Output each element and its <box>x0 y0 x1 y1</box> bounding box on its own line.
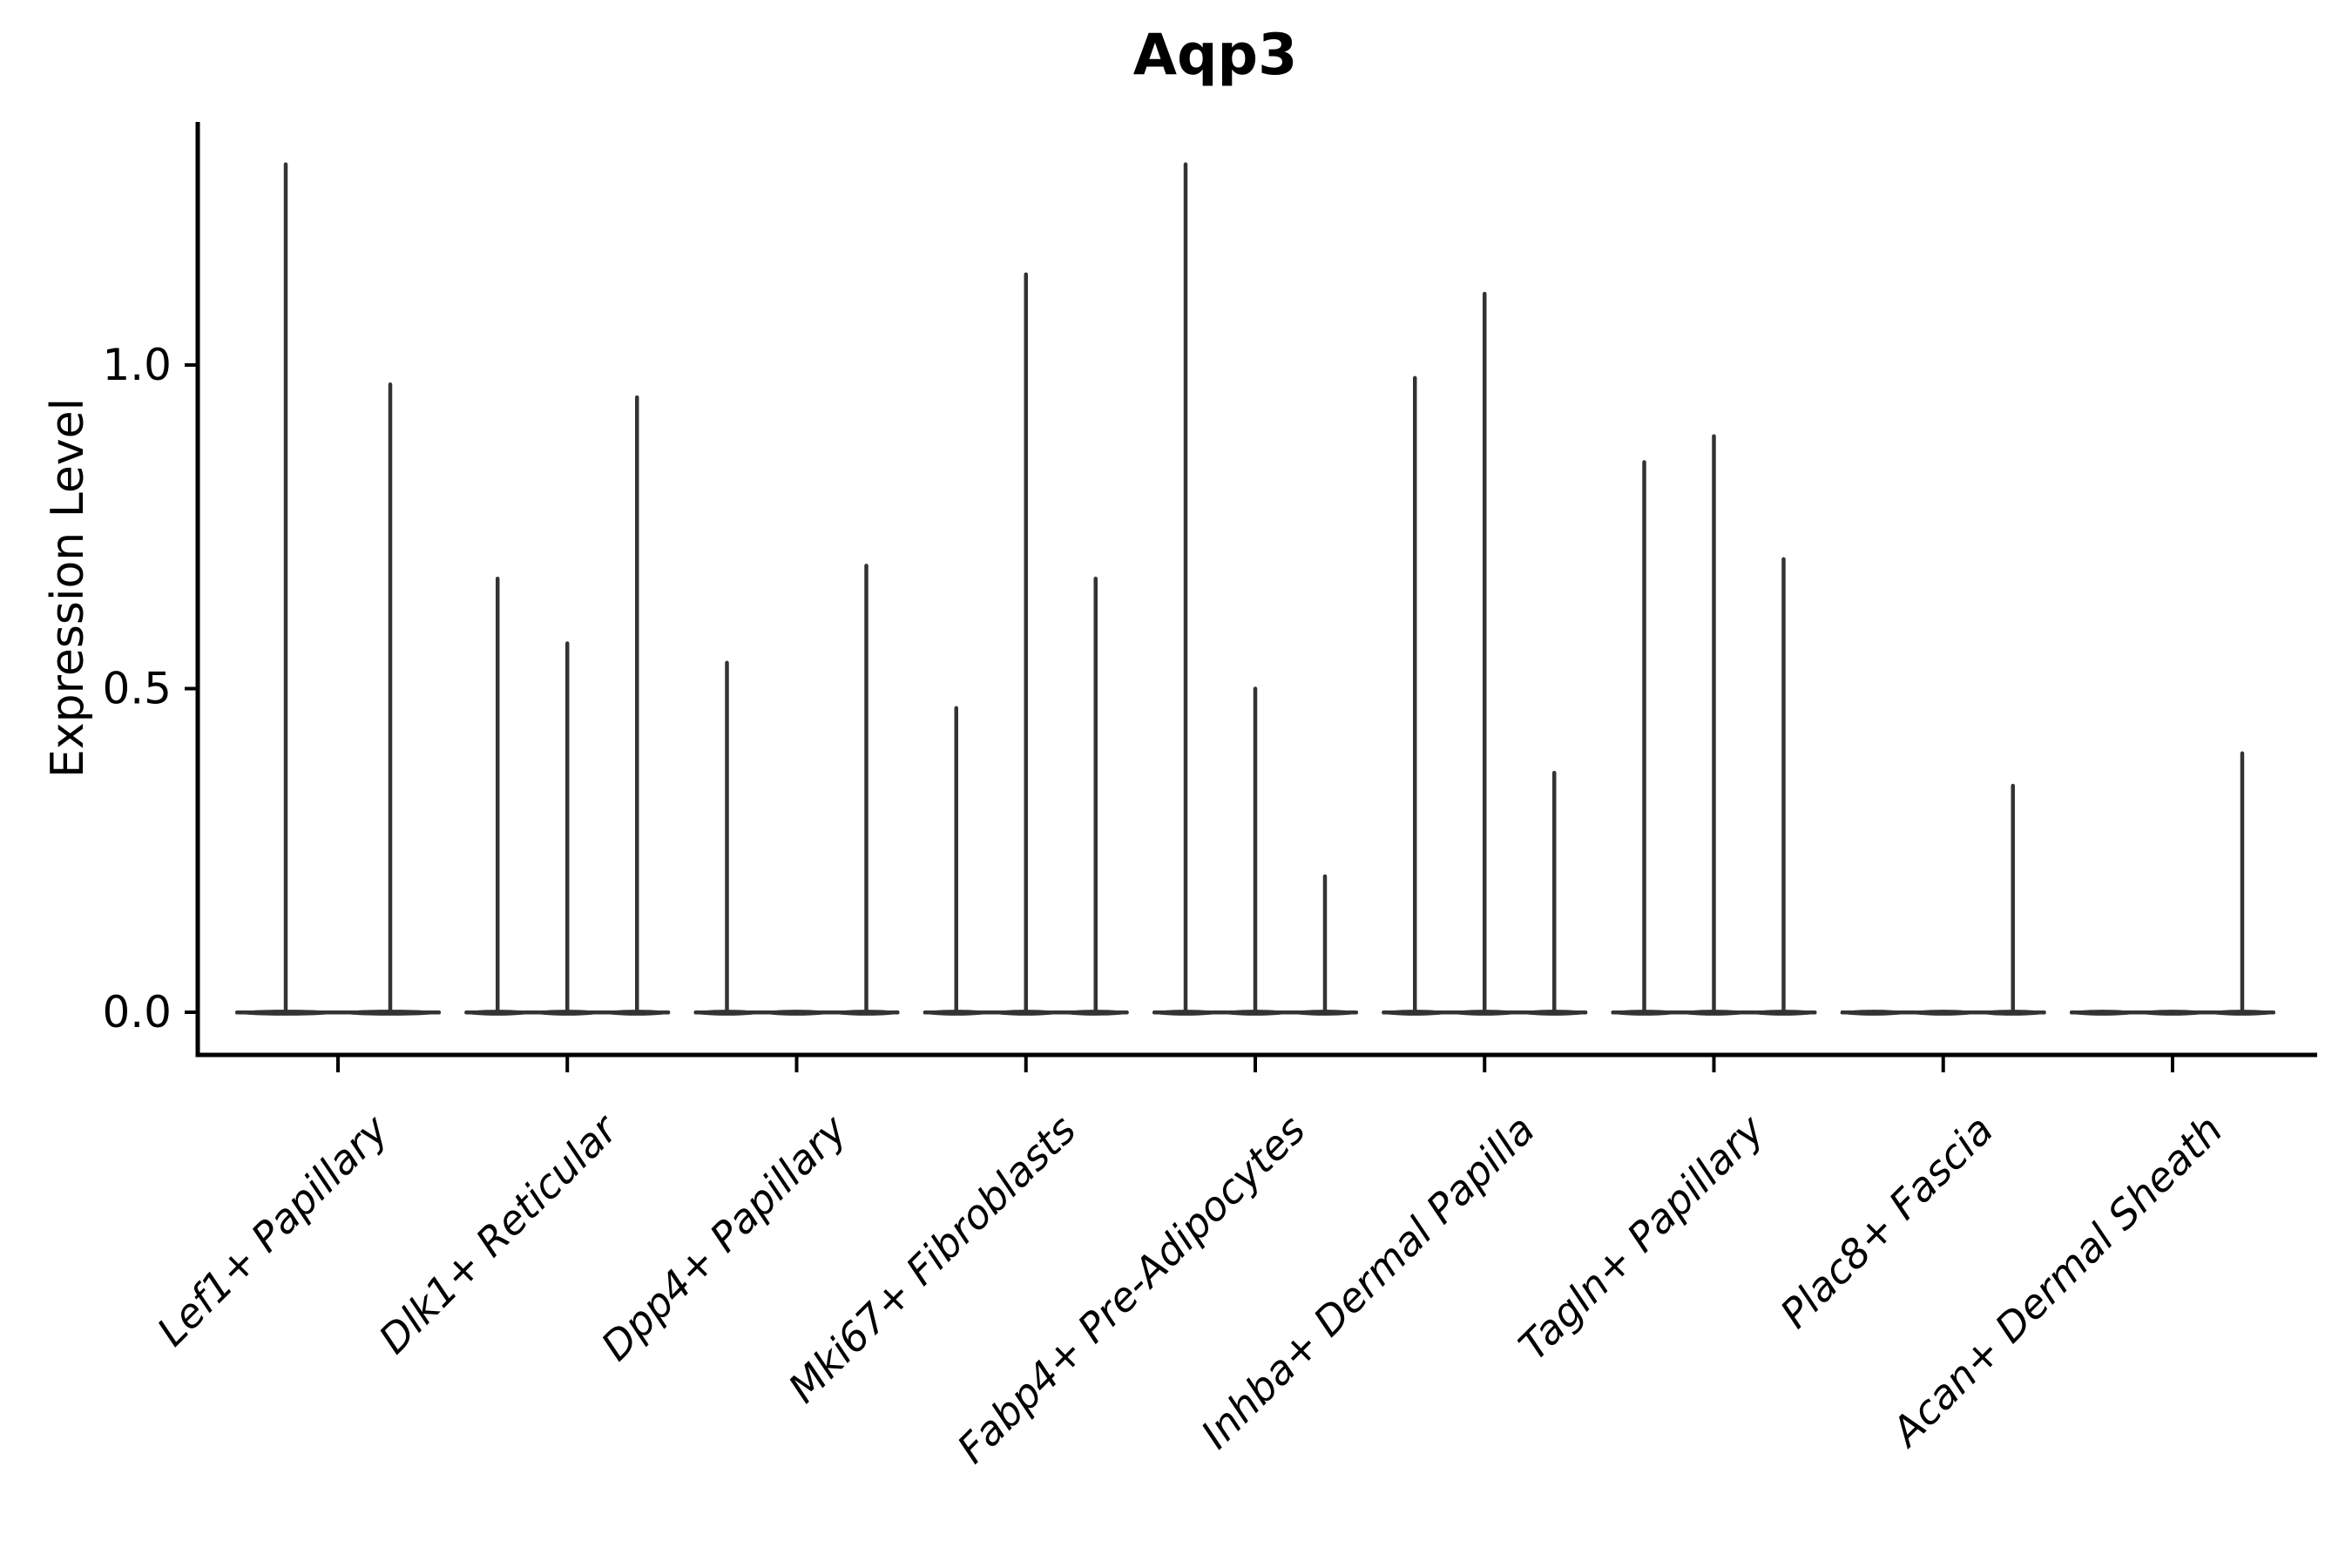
y-tick-label: 0.5 <box>102 664 172 714</box>
x-category-label: Tagln+ Papillary <box>1510 1105 1774 1369</box>
y-tick-label: 1.0 <box>102 340 172 390</box>
x-category-label: Lef1+ Papillary <box>148 1105 397 1355</box>
y-tick-label: 0.0 <box>102 987 172 1037</box>
x-category-label: Dlk1+ Reticular <box>369 1104 628 1362</box>
x-category-label: Plac8+ Fascia <box>1771 1106 2002 1337</box>
chart-title: Aqp3 <box>1132 23 1298 88</box>
violin-body <box>1840 1010 1907 1016</box>
x-category-label: Dpp4+ Papillary <box>592 1105 856 1369</box>
violin-body <box>1909 1010 1977 1016</box>
violin-body <box>2070 1010 2136 1016</box>
violin-body <box>763 1010 830 1016</box>
violin-body <box>2139 1010 2206 1016</box>
y-axis-title: Expression Level <box>42 397 94 779</box>
